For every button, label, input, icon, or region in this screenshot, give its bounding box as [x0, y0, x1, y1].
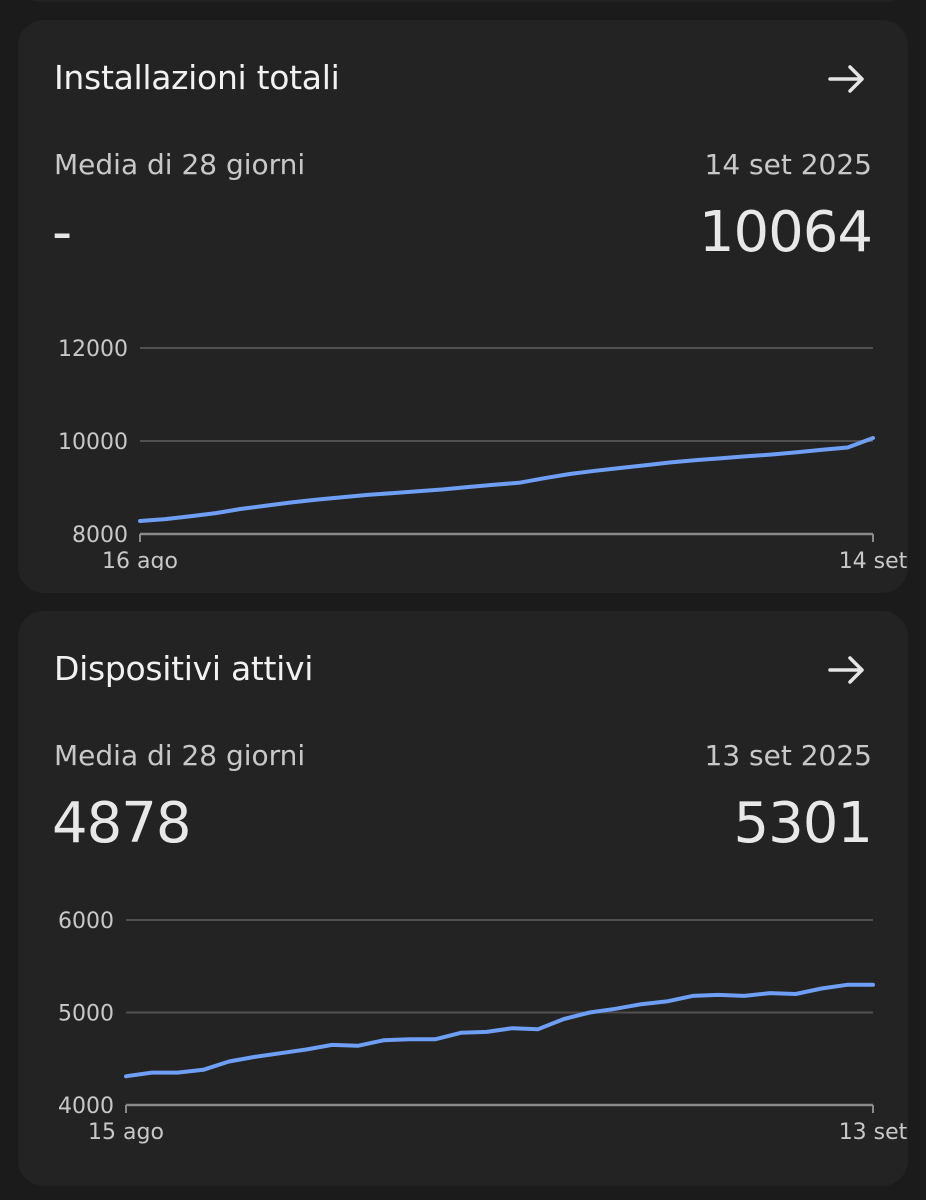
- average-value: 4878: [52, 791, 192, 856]
- x-tick-label: 15 ago: [88, 1120, 164, 1145]
- series-line: [138, 436, 875, 523]
- card-title: Dispositivi attivi: [54, 649, 314, 688]
- y-tick-label: 5000: [58, 1002, 114, 1027]
- total-installs-card[interactable]: Installazioni totali Media di 28 giorni …: [18, 20, 908, 593]
- current-value: 5301: [733, 791, 873, 856]
- y-tick-label: 6000: [58, 909, 114, 934]
- x-tick-label: 13 set: [839, 1120, 908, 1145]
- average-label: Media di 28 giorni: [54, 739, 306, 772]
- card-title: Installazioni totali: [54, 58, 340, 97]
- arrow-right-icon[interactable]: [828, 64, 866, 94]
- series-line: [124, 982, 875, 1079]
- current-value: 10064: [698, 200, 873, 265]
- y-tick-label: 10000: [58, 430, 128, 455]
- previous-card-edge: [18, 0, 908, 2]
- y-tick-label: 4000: [58, 1094, 114, 1119]
- x-tick-label: 14 set: [839, 549, 908, 570]
- installs-line-chart: 8000 10000 12000 16 ago 14 set: [58, 337, 908, 570]
- average-label: Media di 28 giorni: [54, 148, 306, 181]
- y-tick-label: 12000: [58, 337, 128, 362]
- average-value: -: [52, 200, 72, 265]
- arrow-right-icon[interactable]: [828, 655, 866, 685]
- date-label: 14 set 2025: [704, 148, 872, 181]
- x-tick-label: 16 ago: [102, 549, 178, 570]
- y-tick-label: 8000: [72, 523, 128, 548]
- active-devices-line-chart: 4000 5000 6000 15 ago 13 set: [58, 909, 908, 1145]
- active-devices-card[interactable]: Dispositivi attivi Media di 28 giorni 13…: [18, 611, 908, 1186]
- date-label: 13 set 2025: [704, 739, 872, 772]
